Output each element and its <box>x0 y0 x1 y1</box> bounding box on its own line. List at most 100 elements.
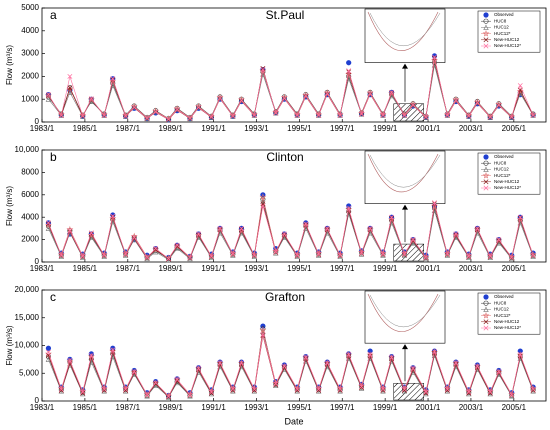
point <box>44 350 52 357</box>
point <box>316 386 322 392</box>
point <box>495 237 503 244</box>
point <box>423 114 429 120</box>
point <box>196 104 202 110</box>
legend-swatch <box>481 306 491 312</box>
x-tick-label: 1985/1 <box>73 403 98 412</box>
point <box>483 154 489 160</box>
point <box>517 214 523 220</box>
x-tick-label: 2003/1 <box>459 403 484 412</box>
point <box>101 112 107 118</box>
point <box>466 390 472 397</box>
x-tick-label: 1993/1 <box>244 124 269 133</box>
panel-label: c <box>50 290 56 304</box>
point <box>465 111 473 119</box>
y-tick-label: 10,000 <box>15 145 40 154</box>
point <box>337 252 343 258</box>
y-tick-label: 4000 <box>21 212 39 221</box>
point <box>217 360 223 366</box>
point <box>337 388 343 393</box>
point <box>380 388 386 394</box>
point <box>483 12 489 18</box>
x-tick-label: 1993/1 <box>244 264 269 273</box>
point <box>367 348 373 354</box>
point <box>423 390 429 397</box>
x-tick-label: 2001/1 <box>416 403 441 412</box>
series <box>44 56 537 122</box>
point <box>187 115 193 121</box>
point <box>173 242 181 250</box>
x-tick-label: 1997/1 <box>330 264 355 273</box>
series-line <box>48 335 534 398</box>
point <box>208 389 214 395</box>
point <box>259 326 267 333</box>
point <box>324 91 330 97</box>
point <box>388 89 396 97</box>
x-tick-label: 1997/1 <box>330 403 355 412</box>
inset-curve <box>367 11 439 51</box>
point <box>401 388 408 394</box>
point <box>273 382 279 388</box>
point <box>58 388 64 393</box>
point <box>483 306 489 312</box>
point <box>453 98 459 104</box>
point <box>509 114 515 120</box>
legend-label: HUC12* <box>494 31 511 36</box>
series <box>45 200 536 262</box>
legend-label: HUC12 <box>494 307 509 312</box>
point <box>508 113 516 120</box>
point <box>101 388 107 393</box>
point <box>45 356 52 362</box>
x-tick-label: 1983/1 <box>30 264 55 273</box>
inset <box>364 290 446 344</box>
x-tick-label: 1989/1 <box>158 403 183 412</box>
point <box>58 112 64 118</box>
legend-label: HUC12* <box>494 173 511 178</box>
point <box>123 387 129 393</box>
point <box>87 96 95 103</box>
x-tick-label: 1987/1 <box>116 124 141 133</box>
series-line <box>48 203 534 260</box>
point <box>366 225 374 233</box>
point <box>422 113 430 120</box>
series <box>45 60 536 122</box>
point <box>58 388 64 394</box>
point <box>496 369 502 375</box>
point <box>337 386 343 392</box>
point <box>402 112 407 118</box>
point <box>389 214 395 220</box>
point <box>483 18 489 24</box>
point <box>166 394 171 400</box>
point <box>444 387 450 393</box>
point <box>230 387 236 393</box>
point <box>530 252 536 258</box>
point <box>58 252 64 258</box>
plot-frame <box>41 149 547 263</box>
x-axis-label: Date <box>284 416 303 426</box>
x-tick-label: 2001/1 <box>416 264 441 273</box>
point <box>195 231 203 239</box>
point <box>45 349 51 355</box>
y-axis-label: Flow (m³/s) <box>5 45 14 85</box>
point <box>44 92 52 99</box>
point <box>187 392 193 398</box>
point <box>487 253 493 259</box>
series-line <box>48 328 534 398</box>
point <box>402 386 407 392</box>
point <box>474 100 480 106</box>
point <box>101 252 107 258</box>
point <box>144 255 150 260</box>
point <box>402 388 407 393</box>
legend-swatch <box>481 166 491 172</box>
y-tick-label: 0 <box>35 396 40 405</box>
point <box>530 252 536 258</box>
point <box>230 388 236 393</box>
point <box>273 382 279 388</box>
point <box>444 388 451 394</box>
point <box>239 360 244 366</box>
x-tick-label: 1993/1 <box>244 403 269 412</box>
point <box>530 386 536 392</box>
point <box>166 116 171 122</box>
series <box>45 55 536 122</box>
point <box>45 225 52 231</box>
